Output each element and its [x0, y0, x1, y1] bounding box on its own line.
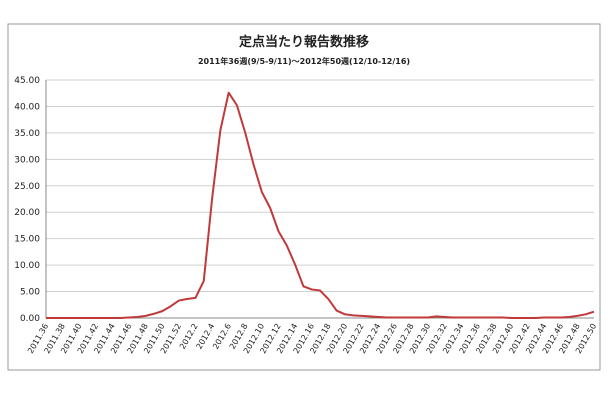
- y-tick-label: 35.00: [14, 129, 40, 139]
- y-tick-label: 10.00: [14, 261, 40, 271]
- chart-frame: [7, 23, 601, 371]
- data-line: [46, 91, 595, 319]
- chart-subtitle: 2011年36週(9/5-9/11)～2012年50週(12/10-12/16): [198, 56, 410, 66]
- y-tick-label: 0.00: [20, 314, 40, 324]
- chart-title: 定点当たり報告数推移: [238, 34, 369, 50]
- y-tick-label: 40.00: [14, 102, 40, 112]
- y-tick-label: 5.00: [20, 288, 40, 298]
- y-tick-label: 25.00: [14, 182, 40, 192]
- y-tick-label: 20.00: [14, 208, 40, 218]
- y-tick-label: 30.00: [14, 155, 40, 165]
- y-tick-label: 15.00: [14, 235, 40, 245]
- y-tick-label: 45.00: [14, 76, 40, 86]
